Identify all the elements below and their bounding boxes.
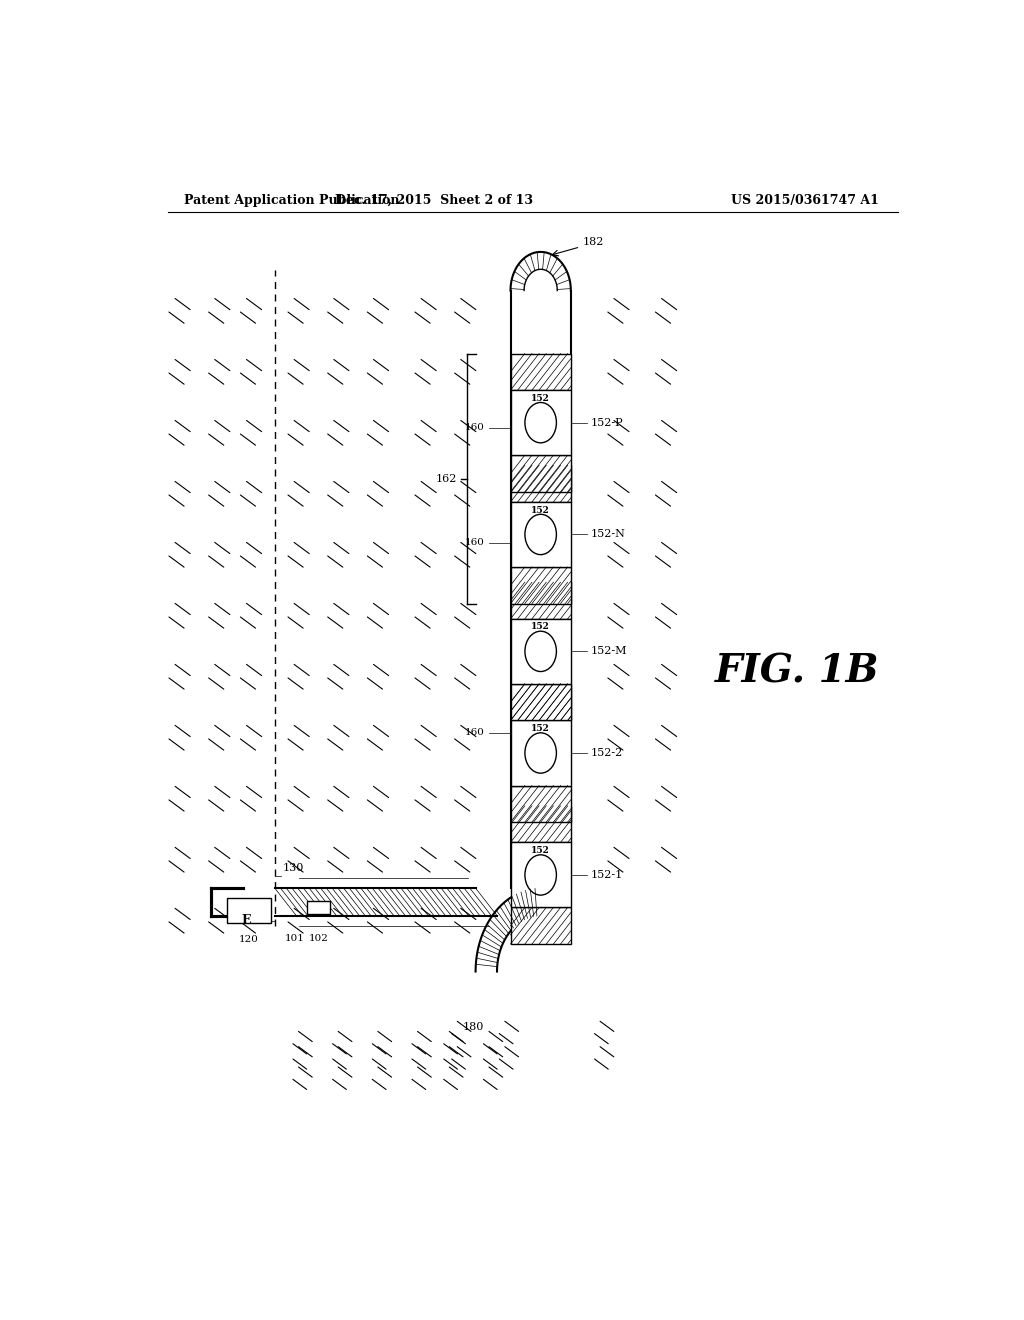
Bar [306,902,331,913]
Bar [511,582,570,619]
Bar [511,684,570,721]
Bar [511,785,570,822]
Text: 152-1: 152-1 [591,870,623,880]
Text: 152-P: 152-P [591,417,624,428]
Text: 160: 160 [465,424,485,432]
Bar [511,391,570,455]
Text: 120: 120 [239,935,259,944]
Bar [511,354,570,391]
Text: FIG. 1B: FIG. 1B [715,652,880,690]
Bar [511,721,570,785]
Bar [511,907,570,944]
Text: 152-2: 152-2 [591,748,623,758]
Text: 162: 162 [436,474,458,483]
Text: 152: 152 [531,506,550,515]
Bar [511,455,570,492]
Bar [511,568,570,603]
Text: Dec. 17, 2015  Sheet 2 of 13: Dec. 17, 2015 Sheet 2 of 13 [335,194,532,207]
Text: 102: 102 [308,935,329,942]
Text: 160: 160 [465,729,485,737]
Text: Patent Application Publication: Patent Application Publication [183,194,399,207]
Bar [511,842,570,907]
Text: 180: 180 [462,1022,483,1032]
Text: 182: 182 [583,236,604,247]
Bar [511,466,570,502]
Text: 152-M: 152-M [591,647,627,656]
Bar [511,619,570,684]
Text: 152-N: 152-N [591,529,626,540]
Text: 152: 152 [531,725,550,733]
Bar [227,898,270,923]
Bar [511,502,570,568]
Text: 152: 152 [531,623,550,631]
Text: E: E [242,915,251,927]
Text: 130: 130 [283,863,304,873]
Text: 152: 152 [531,846,550,855]
Text: 101: 101 [285,935,304,942]
Text: 160: 160 [465,539,485,546]
Bar [511,805,570,842]
Text: 152: 152 [531,393,550,403]
Text: US 2015/0361747 A1: US 2015/0361747 A1 [731,194,879,207]
Bar [511,684,570,721]
